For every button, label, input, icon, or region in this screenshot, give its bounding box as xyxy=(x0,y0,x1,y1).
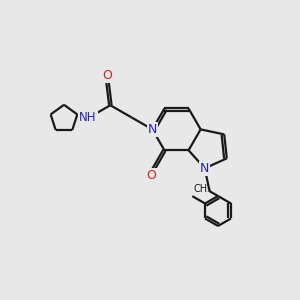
Text: NH: NH xyxy=(79,111,97,124)
Text: O: O xyxy=(103,69,112,82)
Text: N: N xyxy=(148,123,157,136)
Text: O: O xyxy=(146,169,156,182)
Text: CH₃: CH₃ xyxy=(194,184,212,194)
Text: N: N xyxy=(200,162,209,175)
